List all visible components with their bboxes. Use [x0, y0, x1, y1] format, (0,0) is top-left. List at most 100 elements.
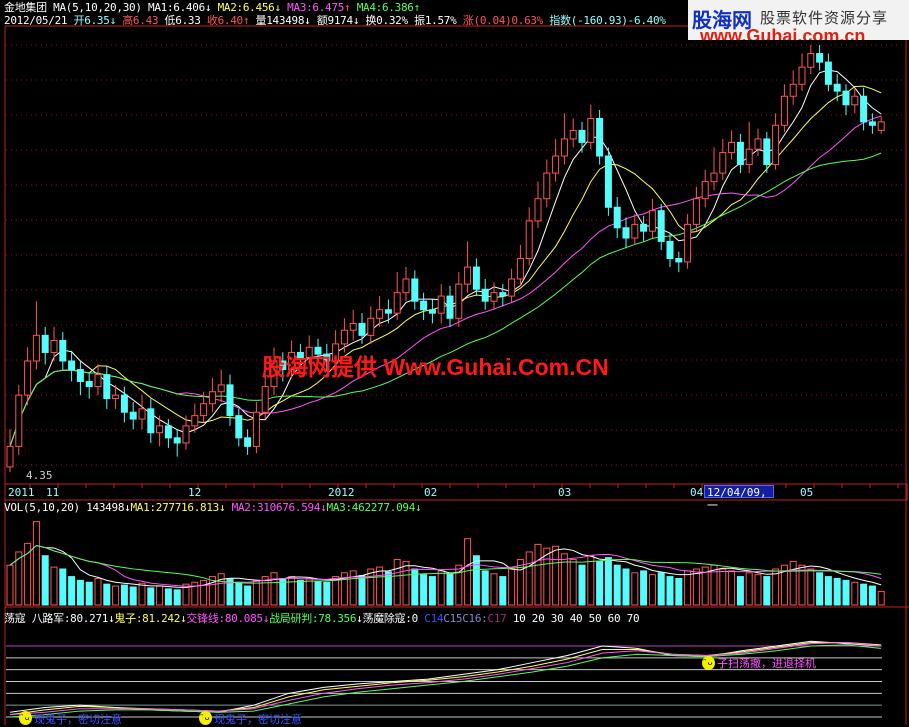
indicator-l3: 交锋线:80.085	[186, 612, 263, 625]
volume-bar	[147, 587, 155, 606]
volume-bar	[842, 579, 850, 606]
candle-up	[719, 152, 727, 174]
volume-bar	[754, 574, 762, 606]
close-price: 收6.40	[206, 14, 243, 27]
indicator-line-4	[9, 644, 882, 718]
arrow-down-icon: ↓	[219, 501, 226, 514]
arrow-up-icon: ↑	[242, 14, 250, 27]
volume-bar	[604, 557, 612, 606]
volume-bar	[120, 584, 128, 606]
candle-up	[490, 292, 498, 302]
time-label: 02	[424, 486, 438, 499]
arrow-down-icon: ↓	[262, 612, 270, 625]
volume-bar	[516, 559, 524, 606]
candle-up	[543, 172, 551, 200]
indicator-l4: 战局研判:78.356	[269, 612, 357, 625]
volume-bar	[235, 581, 243, 606]
volume-bar	[701, 566, 709, 606]
candle-down	[147, 408, 155, 434]
indicator-l5: 荡魔除寇:0	[362, 612, 419, 625]
volume-bar	[32, 521, 40, 606]
candle-up	[692, 198, 700, 225]
volume-bar	[578, 564, 586, 606]
candle-down	[85, 380, 93, 388]
volume-bar	[877, 590, 885, 606]
open-price: 开6.35	[73, 14, 110, 27]
candle-down	[323, 353, 331, 362]
volume-bar	[305, 577, 313, 606]
volume-bar	[789, 560, 797, 606]
vol-ma1: MA1:277716.813	[130, 501, 219, 514]
volume-bar	[402, 560, 410, 606]
candle-up	[340, 329, 348, 345]
volume-bar	[129, 586, 137, 606]
volume-bars[interactable]	[6, 521, 885, 606]
time-label: 05	[800, 486, 814, 499]
candle-up	[560, 138, 568, 157]
candle-up	[684, 223, 692, 263]
candle-up	[798, 66, 806, 85]
candle-up	[631, 223, 639, 239]
candle-down	[411, 278, 419, 302]
selected-date[interactable]: 12/04/09,一	[704, 485, 774, 512]
candle-down	[499, 292, 507, 297]
ma4-line	[9, 152, 882, 447]
volume-bar	[481, 570, 489, 606]
candle-up	[508, 278, 516, 297]
candles[interactable]	[6, 45, 885, 472]
volume-bar	[596, 560, 604, 606]
candle-down	[296, 351, 304, 359]
candle-up	[376, 309, 384, 319]
volume-bar	[112, 585, 120, 606]
candle-up	[15, 394, 23, 447]
volume-bar	[437, 570, 445, 606]
candle-up	[138, 408, 146, 420]
volume-bar	[780, 564, 788, 606]
candle-up	[701, 181, 709, 200]
volume-bar	[684, 570, 692, 606]
candle-up	[367, 317, 375, 336]
volume-bar	[868, 585, 876, 606]
volume-ma-lines	[9, 545, 882, 588]
candle-up	[877, 121, 885, 131]
arrow-down-icon: ↓	[204, 1, 212, 14]
volume-bar	[552, 545, 560, 606]
volume-bar	[288, 576, 296, 606]
volume-bar	[85, 581, 93, 606]
arrow-down-icon: ↓	[274, 1, 281, 14]
candle-up	[261, 386, 269, 413]
volume-bar	[261, 576, 269, 606]
volume-bar	[41, 555, 49, 606]
volume-bar	[560, 553, 568, 606]
indicator-levels: 10 20 30 40 50 60 70	[512, 612, 640, 625]
vol-ma3: MA3:462277.094	[326, 501, 416, 514]
volume-bar	[270, 572, 278, 606]
candle-up	[50, 339, 58, 353]
candle-up	[393, 292, 401, 314]
volume: 量143498	[255, 14, 305, 27]
arrow-down-icon: ↓	[320, 501, 327, 514]
ma3-value: MA3:6.475	[287, 1, 345, 14]
time-label: 04	[690, 486, 704, 499]
volume-bar	[631, 572, 639, 606]
candle-down	[640, 223, 648, 232]
candle-down	[675, 258, 683, 263]
candle-up	[754, 138, 762, 150]
volume-bar	[525, 551, 533, 606]
candle-up	[525, 220, 533, 259]
volume-bar	[745, 572, 753, 606]
volume-bar	[68, 576, 76, 606]
volume-bar	[772, 568, 780, 606]
volume-bar	[640, 570, 648, 606]
candle-up	[182, 425, 190, 444]
candle-down	[120, 394, 128, 413]
ma2-value: MA2:6.456	[217, 1, 275, 14]
candle-up	[288, 351, 296, 371]
candle-down	[472, 266, 480, 290]
volume-bar	[587, 555, 595, 606]
volume-bar	[428, 576, 436, 606]
candle-down	[604, 155, 612, 208]
candle-down	[481, 288, 489, 302]
logo-name: 股海网	[692, 8, 752, 32]
